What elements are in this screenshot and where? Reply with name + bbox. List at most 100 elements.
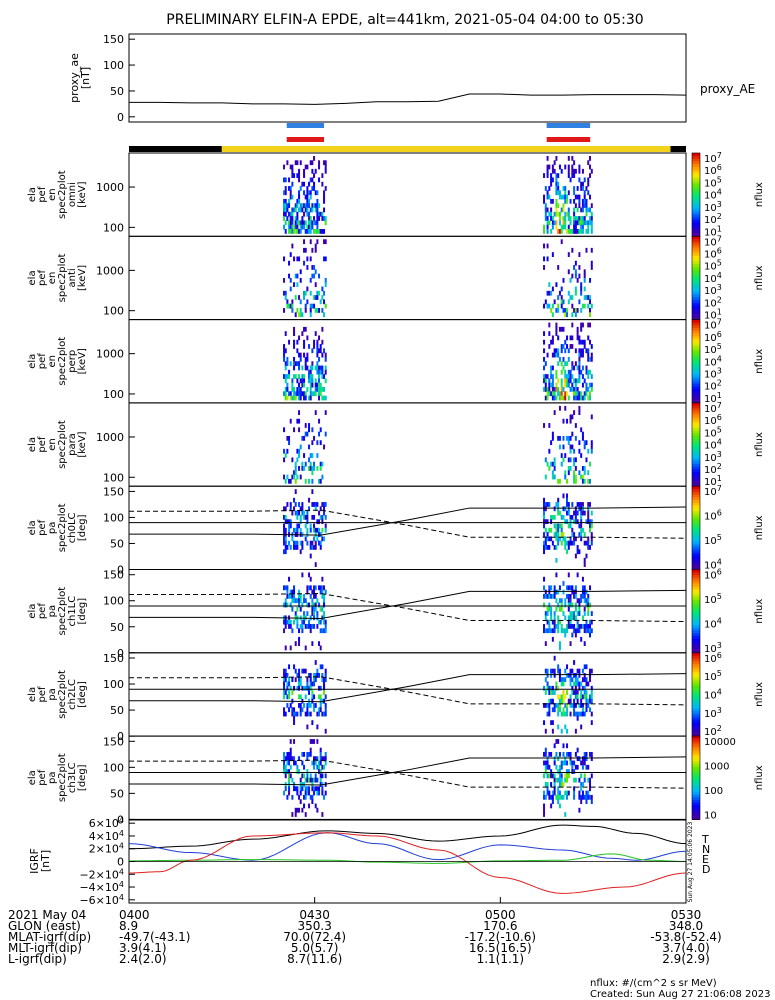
spectrogram-pixel bbox=[316, 369, 319, 375]
spectrogram-pixel bbox=[578, 549, 581, 555]
spectrogram-pixel bbox=[564, 536, 567, 542]
spectrogram-pixel bbox=[284, 764, 287, 770]
spectrogram-pixel bbox=[583, 694, 586, 700]
spectrogram-pixel bbox=[587, 374, 590, 379]
spectrogram-pixel bbox=[314, 760, 317, 766]
proxy-ae-line bbox=[129, 93, 687, 105]
spectrogram-pixel bbox=[583, 203, 586, 209]
spectrogram-pixel bbox=[313, 181, 316, 187]
spectrogram-pixel bbox=[589, 794, 592, 800]
spectrogram-pixel bbox=[581, 186, 584, 191]
spectrogram-pixel bbox=[580, 536, 583, 542]
spectrogram-pixel bbox=[558, 194, 561, 200]
spectrogram-pixel bbox=[298, 395, 301, 401]
spectrogram-pixel bbox=[569, 335, 572, 341]
spectrogram-pixel bbox=[581, 382, 584, 388]
spectrogram-pixel bbox=[296, 229, 299, 234]
spectrogram-pixel bbox=[581, 576, 584, 582]
spectrogram-pixel bbox=[555, 532, 558, 537]
spectrogram-pixel bbox=[309, 395, 312, 401]
anti-loss-cone-line bbox=[129, 509, 687, 539]
spectrogram-pixel bbox=[560, 395, 563, 401]
spectrogram-pixel bbox=[309, 624, 312, 629]
spectrogram-pixel bbox=[585, 677, 588, 683]
spectrogram-pixel bbox=[548, 545, 551, 550]
spectrogram-pixel bbox=[283, 216, 286, 221]
spectrogram-pixel bbox=[284, 290, 287, 296]
spectrogram-pixel bbox=[304, 536, 307, 542]
colorbar-step bbox=[692, 788, 700, 793]
spectrogram-pixel bbox=[567, 168, 570, 174]
spectrogram-pixel bbox=[562, 681, 565, 687]
spectrogram-pixel bbox=[296, 418, 299, 424]
colorbar-tick-label: 105 bbox=[704, 592, 722, 606]
spectrogram-pixel bbox=[555, 751, 558, 757]
spectrogram-pixel bbox=[553, 168, 556, 174]
spectrogram-pixel bbox=[562, 356, 565, 362]
spectrogram-pixel bbox=[550, 606, 553, 612]
spectrogram-pixel bbox=[569, 611, 572, 616]
spectrogram-pixel bbox=[291, 243, 294, 249]
colorbar-step bbox=[692, 716, 700, 721]
colorbar-step bbox=[692, 202, 700, 207]
spectrogram-pixel bbox=[589, 461, 592, 467]
spectrogram-pixel bbox=[309, 773, 312, 779]
spectrogram-pixel bbox=[294, 374, 297, 379]
spectrogram-pixel bbox=[585, 756, 588, 762]
spectrogram-pixel bbox=[562, 581, 565, 586]
spectrogram-pixel bbox=[324, 277, 327, 283]
spectrogram-pixel bbox=[546, 352, 549, 358]
spectrogram-pixel bbox=[550, 198, 553, 204]
spectrogram-pixel bbox=[581, 220, 584, 226]
spectrogram-pixel bbox=[298, 207, 301, 213]
colorbar-step bbox=[692, 666, 700, 671]
spectrogram-pixel bbox=[553, 391, 556, 397]
spectrogram-pixel bbox=[550, 720, 553, 726]
spectrogram-pixel bbox=[306, 335, 309, 341]
spectrogram-pixel bbox=[585, 707, 588, 713]
spectrogram-pixel bbox=[286, 672, 289, 678]
spectrogram-pixel bbox=[313, 156, 316, 161]
spectrogram-pixel bbox=[576, 624, 579, 629]
spectrogram-pixel bbox=[316, 611, 319, 616]
spectrogram-pixel bbox=[284, 598, 287, 604]
spectrogram-pixel bbox=[567, 269, 570, 275]
spectrogram-pixel bbox=[291, 173, 294, 178]
spectrogram-pixel bbox=[299, 229, 302, 234]
spectrogram-pixel bbox=[546, 703, 549, 708]
spectrogram-pixel bbox=[318, 177, 321, 183]
spectrogram-pixel bbox=[298, 391, 301, 397]
spectrogram-pixel bbox=[309, 553, 312, 559]
spectrogram-pixel bbox=[581, 506, 584, 512]
spectrogram-pixel bbox=[567, 348, 570, 354]
spectrogram-pixel bbox=[558, 435, 561, 441]
spectrogram-pixel bbox=[558, 794, 561, 800]
spectrogram-pixel bbox=[283, 707, 286, 713]
spectrogram-pixel bbox=[318, 619, 321, 625]
spectrogram-pixel bbox=[587, 606, 590, 612]
spectrogram-pixel bbox=[304, 645, 307, 651]
colorbar-step bbox=[692, 280, 700, 285]
spectrogram-pixel bbox=[585, 664, 588, 670]
spectrogram-pixel bbox=[293, 593, 296, 599]
spectrogram-pixel bbox=[284, 585, 287, 591]
spectrogram-pixel bbox=[581, 352, 584, 358]
colorbar-step bbox=[692, 336, 700, 340]
spectrogram-pixel bbox=[580, 782, 583, 787]
spectrogram-pixel bbox=[316, 624, 319, 629]
spectrogram-pixel bbox=[569, 672, 572, 678]
spectrogram-pixel bbox=[314, 756, 317, 762]
spectrogram-pixel bbox=[578, 348, 581, 354]
spectrogram-pixel bbox=[569, 593, 572, 599]
spectrogram-pixel bbox=[298, 672, 301, 678]
spectrogram-pixel bbox=[574, 585, 577, 591]
spectrogram-pixel bbox=[580, 694, 583, 700]
spectrogram-pixel bbox=[546, 216, 549, 221]
spectrogram-pixel bbox=[587, 628, 590, 634]
spectrogram-pixel bbox=[574, 628, 577, 634]
spectrogram-pixel bbox=[301, 207, 304, 213]
spectrogram-pixel bbox=[284, 786, 287, 792]
spectrogram-pixel bbox=[550, 382, 553, 388]
spectrogram-pixel bbox=[574, 308, 577, 313]
spectrogram-pixel bbox=[544, 611, 547, 616]
